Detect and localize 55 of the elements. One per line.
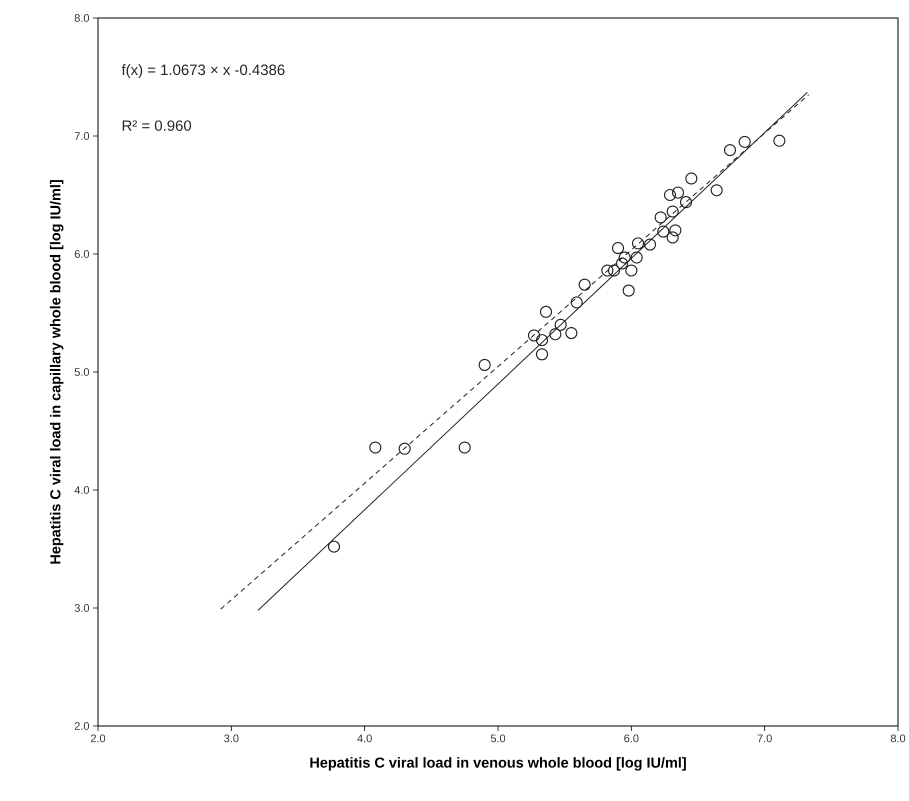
y-tick-label: 6.0 [74, 250, 90, 258]
x-tick-label: 7.0 [758, 734, 772, 742]
point [644, 238, 656, 251]
point [528, 329, 540, 342]
point [536, 334, 548, 346]
point [664, 188, 676, 202]
point [672, 186, 684, 199]
x-tick-label: 3.0 [224, 734, 239, 742]
point [612, 242, 624, 254]
point [549, 328, 562, 340]
x-tick-label: 6.0 [624, 734, 639, 742]
point [654, 211, 667, 224]
y-axis-title: Hepatitis C viral load in capillary whole blood [log IU/ml] [50, 180, 64, 564]
point [669, 224, 682, 236]
x-tick-label: 2.0 [90, 734, 106, 742]
point [666, 205, 679, 218]
point [328, 540, 340, 553]
x-axis-title: Hepatitis C viral load in venous whole blood [log IU/ml] [310, 757, 686, 771]
y-tick-label: 3.0 [74, 604, 90, 612]
point [773, 134, 786, 147]
point [625, 264, 638, 277]
point [578, 278, 591, 291]
point [608, 264, 620, 277]
point [710, 184, 723, 196]
point [536, 348, 548, 360]
point [554, 318, 567, 331]
y-tick-label: 5.0 [74, 368, 90, 376]
point [618, 251, 631, 264]
y-tick-label: 8.0 [74, 14, 90, 22]
point [616, 257, 628, 270]
point [622, 284, 635, 297]
point [666, 231, 679, 244]
point [630, 251, 643, 264]
point [565, 327, 578, 340]
point [657, 226, 670, 238]
x-tick-label: 4.0 [357, 734, 372, 742]
point [685, 172, 698, 185]
annotation: f(x) = 1.0673 × x -0.4386 [122, 64, 284, 78]
point [369, 441, 382, 454]
point [478, 358, 491, 371]
x-tick-label: 8.0 [890, 734, 906, 742]
y-tick-label: 2.0 [74, 722, 90, 730]
y-tick-label: 7.0 [74, 132, 90, 140]
point [632, 237, 644, 250]
point [570, 296, 583, 308]
point [458, 441, 471, 454]
y-tick-label: 4.0 [74, 486, 90, 494]
point [540, 306, 552, 318]
point [724, 144, 736, 156]
point [398, 442, 411, 455]
point [738, 136, 751, 148]
annotation: R² = 0.960 [122, 120, 192, 131]
point [680, 196, 692, 208]
x-tick-label: 5.0 [490, 734, 506, 742]
point [601, 264, 614, 277]
